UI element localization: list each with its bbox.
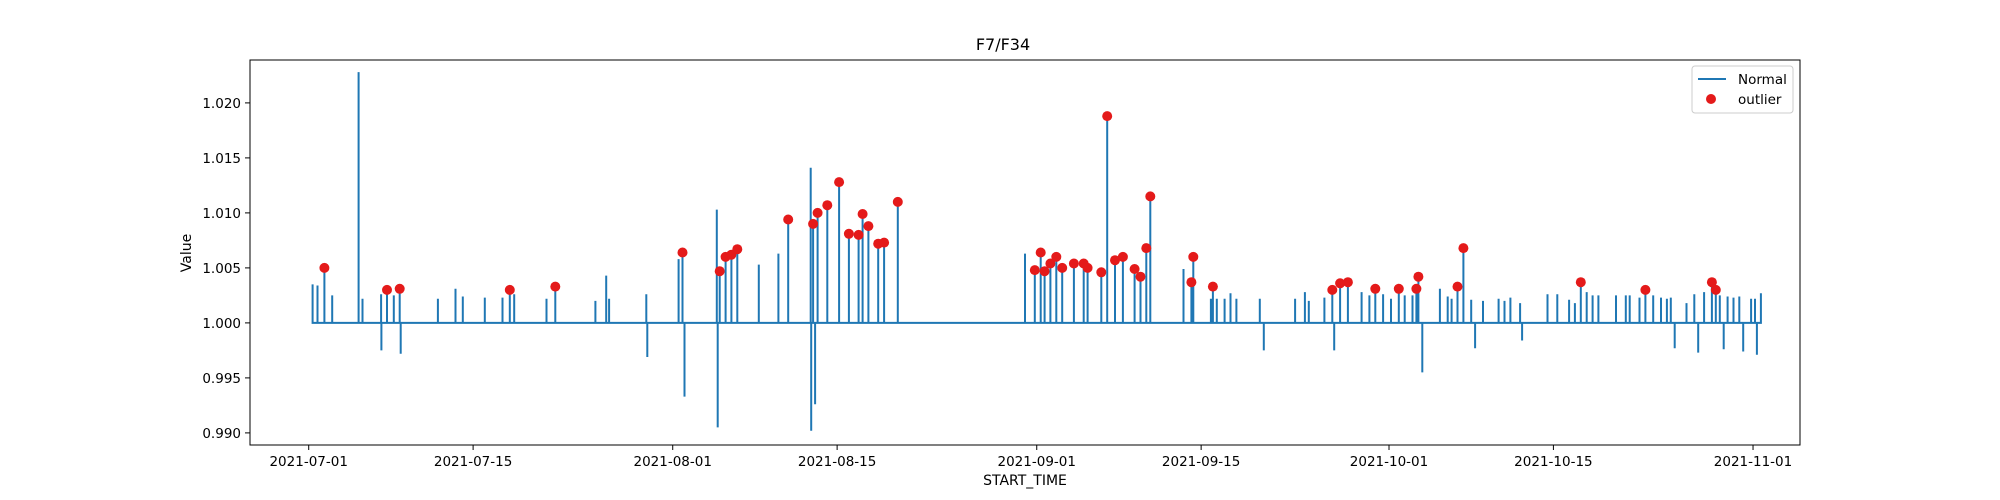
outlier-point — [812, 207, 823, 218]
y-tick-label: 0.995 — [202, 371, 241, 387]
outlier-point — [1117, 251, 1128, 262]
outlier-point — [1575, 277, 1586, 288]
legend-dot-swatch — [1706, 94, 1716, 104]
outlier-point — [1640, 284, 1651, 295]
x-tick-label: 2021-10-01 — [1350, 454, 1428, 470]
outlier-point — [1207, 281, 1218, 292]
legend-box — [1691, 65, 1794, 114]
series-line-normal — [311, 72, 1762, 431]
x-tick-label: 2021-07-15 — [434, 454, 512, 470]
outlier-point — [1057, 262, 1068, 273]
outlier-point — [879, 237, 890, 248]
outlier-point — [892, 196, 903, 207]
outlier-point — [1102, 111, 1113, 122]
legend: Normal outlier — [1691, 65, 1794, 114]
outlier-point — [808, 218, 819, 229]
x-tick-label: 2021-09-15 — [1162, 454, 1240, 470]
outlier-point — [822, 200, 833, 211]
outlier-point — [1035, 247, 1046, 258]
outlier-point — [1129, 264, 1140, 274]
outlier-point — [863, 221, 874, 232]
outlier-point — [853, 229, 864, 240]
x-axis: 2021-07-01 2021-07-15 2021-08-01 2021-08-15… — [269, 445, 1792, 470]
outlier-point — [1051, 251, 1062, 262]
x-tick-label: 2021-08-01 — [633, 454, 711, 470]
outlier-point — [1082, 262, 1093, 273]
y-axis: 0.990 0.995 1.000 1.005 1.010 1.015 1.020 — [202, 96, 250, 442]
outlier-point — [1186, 277, 1197, 288]
outlier-point — [1096, 267, 1107, 278]
outlier-point — [1141, 243, 1152, 254]
outlier-point — [1039, 266, 1050, 277]
x-tick-label: 2021-10-15 — [1514, 454, 1592, 470]
outlier-point — [1145, 191, 1156, 202]
y-tick-label: 1.015 — [202, 151, 241, 167]
y-tick-label: 1.005 — [202, 261, 241, 277]
x-tick-label: 2021-08-15 — [798, 454, 876, 470]
y-tick-label: 1.010 — [202, 206, 241, 222]
outlier-point — [732, 244, 743, 255]
outlier-point — [1411, 283, 1422, 294]
outlier-point — [1452, 281, 1463, 292]
outlier-point — [857, 209, 868, 219]
outlier-point — [1458, 243, 1469, 254]
y-tick-label: 1.000 — [202, 316, 241, 332]
outlier-point — [1393, 283, 1404, 294]
outlier-point — [550, 281, 561, 292]
chart-title: F7/F34 — [976, 35, 1030, 54]
outlier-point — [1188, 251, 1199, 262]
outlier-point — [1370, 283, 1381, 294]
y-axis-label: Value — [179, 234, 195, 272]
x-tick-label: 2021-11-01 — [1714, 454, 1792, 470]
y-tick-label: 1.020 — [202, 96, 241, 112]
outlier-point — [1710, 284, 1721, 295]
outlier-point — [1706, 277, 1717, 288]
outlier-point — [783, 214, 794, 225]
outlier-point — [714, 266, 725, 277]
legend-label-outlier: outlier — [1738, 92, 1782, 108]
outlier-point — [1135, 271, 1146, 282]
outlier-point — [1068, 258, 1079, 269]
outlier-point — [504, 284, 515, 295]
outlier-point — [1413, 271, 1424, 282]
outlier-point — [1335, 278, 1346, 289]
outlier-point — [382, 284, 392, 295]
axes-frame — [249, 59, 1801, 446]
x-tick-label: 2021-07-01 — [269, 454, 347, 470]
y-tick-label: 0.990 — [202, 426, 241, 442]
x-tick-label: 2021-09-01 — [998, 454, 1076, 470]
outlier-point — [843, 228, 854, 239]
outlier-point — [1342, 277, 1353, 288]
x-axis-label: START_TIME — [983, 473, 1067, 489]
outlier-point — [677, 247, 688, 258]
outlier-point — [1327, 284, 1338, 295]
legend-label-normal: Normal — [1738, 72, 1787, 88]
outlier-point — [1029, 265, 1040, 276]
outlier-point — [834, 177, 845, 188]
outlier-point — [394, 283, 405, 294]
outlier-point — [319, 262, 330, 273]
outlier-point — [1110, 255, 1120, 266]
outlier-point — [1045, 258, 1056, 269]
plot-area — [311, 72, 1762, 431]
